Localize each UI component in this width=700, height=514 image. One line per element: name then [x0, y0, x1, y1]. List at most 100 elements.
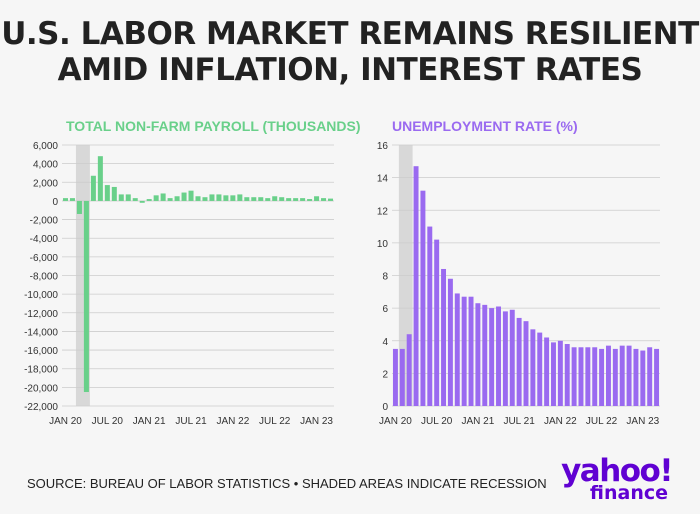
unemployment-bar — [468, 296, 474, 406]
logo-finance-text: finance — [589, 482, 668, 504]
unemployment-bar — [502, 311, 508, 406]
unemployment-bar — [544, 337, 550, 406]
unemployment-bar — [475, 303, 481, 406]
unemployment-bar — [585, 347, 591, 406]
payroll-bar — [174, 196, 180, 201]
unemployment-xtick-label: JAN 22 — [544, 416, 577, 427]
unemployment-ytick-label: 10 — [377, 239, 389, 250]
unemployment-bar — [509, 309, 515, 406]
unemployment-bar — [619, 345, 625, 406]
unemployment-bar — [537, 332, 543, 406]
unemployment-ytick-label: 14 — [377, 174, 389, 185]
unemployment-bar — [406, 334, 412, 406]
payroll-bar — [188, 190, 194, 201]
unemployment-bar — [516, 317, 522, 406]
payroll-bar — [160, 193, 166, 201]
unemployment-xtick-label: JAN 21 — [461, 416, 494, 427]
payroll-ytick-label: -16,000 — [24, 346, 58, 357]
payroll-bar — [272, 196, 278, 201]
payroll-bar — [83, 200, 89, 393]
payroll-ytick-label: -22,000 — [24, 402, 58, 413]
payroll-ytick-label: -12,000 — [24, 309, 58, 320]
payroll-bar — [279, 197, 285, 201]
payroll-bar — [265, 198, 271, 201]
payroll-ytick-label: -2,000 — [30, 216, 59, 227]
payroll-bar — [181, 192, 187, 201]
unemployment-bar — [647, 347, 653, 406]
unemployment-bar — [605, 345, 611, 406]
unemployment-bar — [441, 268, 447, 406]
unemployment-bar — [427, 226, 433, 406]
payroll-ytick-label: 2,000 — [33, 178, 58, 189]
payroll-bar — [230, 195, 236, 201]
unemployment-bar — [434, 239, 440, 406]
unemployment-xtick-label: JUL 21 — [503, 416, 535, 427]
payroll-bar — [307, 199, 313, 201]
unemployment-ytick-label: 8 — [382, 272, 388, 283]
payroll-bar — [286, 198, 292, 201]
unemployment-bar — [413, 166, 419, 406]
payroll-ytick-label: -14,000 — [24, 327, 58, 338]
unemployment-bar — [489, 308, 495, 406]
unemployment-ytick-label: 6 — [382, 304, 388, 315]
payroll-ytick-label: -18,000 — [24, 365, 58, 376]
unemployment-bar — [523, 321, 529, 406]
unemployment-bar — [564, 344, 570, 406]
payroll-xtick-label: JUL 22 — [259, 416, 291, 427]
payroll-ytick-label: 0 — [52, 197, 58, 208]
unemployment-bar — [640, 350, 646, 406]
payroll-bar — [258, 197, 264, 201]
payroll-xtick-label: JAN 22 — [216, 416, 249, 427]
payroll-bar — [195, 196, 201, 201]
payroll-bar — [153, 195, 159, 201]
payroll-bar — [167, 198, 173, 201]
unemployment-xtick-label: JAN 20 — [379, 416, 412, 427]
payroll-bar — [76, 200, 82, 214]
payroll-bar — [321, 198, 327, 201]
unemployment-bar — [571, 347, 577, 406]
headline-line-2: AMID INFLATION, INTEREST RATES — [57, 52, 643, 88]
payroll-bar — [202, 197, 208, 201]
payroll-xtick-label: JAN 21 — [133, 416, 166, 427]
payroll-ytick-label: -10,000 — [24, 290, 58, 301]
headline: U.S. LABOR MARKET REMAINS RESILIENT AMID… — [0, 16, 700, 88]
payroll-bar — [216, 194, 222, 201]
payroll-bar — [146, 199, 152, 201]
payroll-title: TOTAL NON-FARM PAYROLL (THOUSANDS) — [66, 118, 361, 134]
unemployment-bar — [551, 342, 556, 406]
payroll-xtick-label: JAN 20 — [49, 416, 82, 427]
payroll-bar — [97, 156, 103, 201]
payroll-bar — [125, 194, 131, 201]
unemployment-bar — [496, 306, 501, 406]
unemployment-xtick-label: JAN 23 — [626, 416, 659, 427]
payroll-bar — [209, 194, 215, 201]
payroll-xtick-label: JUL 20 — [92, 416, 124, 427]
payroll-bar — [139, 200, 145, 203]
payroll-bar — [244, 197, 250, 201]
payroll-bar — [237, 194, 243, 201]
unemployment-title: UNEMPLOYMENT RATE (%) — [392, 118, 578, 134]
payroll-bar — [90, 175, 96, 201]
unemployment-xtick-label: JUL 22 — [586, 416, 618, 427]
unemployment-bar — [557, 340, 563, 406]
unemployment-bar — [399, 348, 405, 406]
payroll-bar — [62, 198, 68, 201]
payroll-bar — [111, 186, 117, 201]
payroll-xtick-label: JUL 21 — [175, 416, 207, 427]
payroll-bar — [251, 197, 257, 201]
unemployment-bar — [392, 348, 398, 406]
unemployment-bar — [626, 345, 632, 406]
unemployment-bar — [482, 304, 488, 406]
payroll-bar — [118, 194, 124, 201]
unemployment-ytick-label: 2 — [382, 369, 388, 380]
payroll-bar — [300, 198, 306, 201]
payroll-bar — [328, 198, 334, 201]
unemployment-bar — [612, 348, 618, 406]
unemployment-bar — [454, 293, 460, 406]
payroll-ytick-label: 6,000 — [33, 141, 58, 152]
unemployment-ytick-label: 4 — [382, 337, 388, 348]
payroll-bar — [314, 196, 320, 201]
unemployment-bar — [599, 348, 605, 406]
unemployment-bar — [530, 329, 536, 406]
